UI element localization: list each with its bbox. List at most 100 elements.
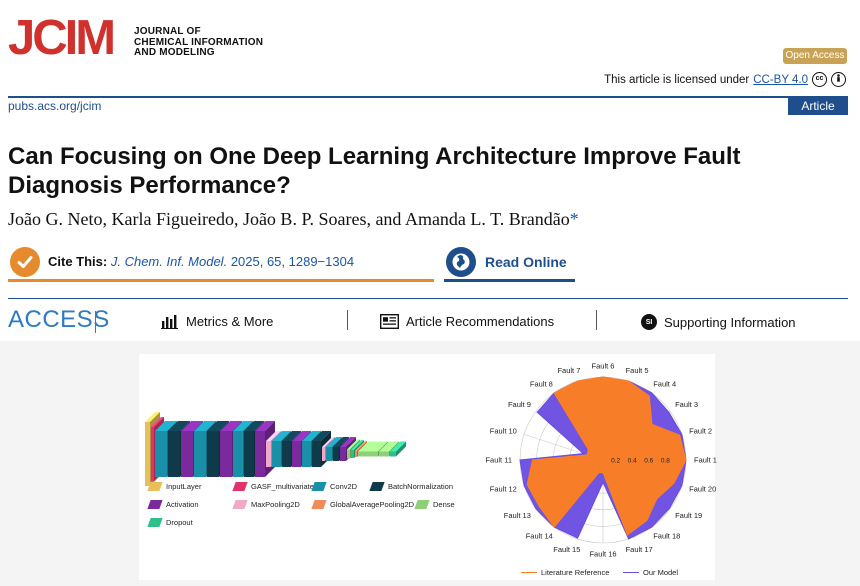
- cnn-legend-item: GlobalAveragePooling2D: [311, 500, 415, 509]
- metrics-label: Metrics & More: [186, 314, 274, 329]
- legend-label: GlobalAveragePooling2D: [330, 500, 415, 509]
- journal-name: JOURNAL OF CHEMICAL INFORMATION AND MODE…: [134, 26, 264, 59]
- access-separator: [596, 310, 597, 330]
- legend-swatch: [311, 500, 327, 509]
- radar-axis-label: Fault 6: [592, 362, 615, 371]
- authors-text[interactable]: João G. Neto, Karla Figueiredo, João B. …: [8, 209, 570, 229]
- legend-label: Conv2D: [330, 482, 358, 491]
- access-rule: [8, 298, 848, 299]
- attribution-icon: [831, 72, 846, 87]
- cite-journal[interactable]: J. Chem. Inf. Model.: [110, 254, 228, 269]
- legend-swatch: [147, 500, 163, 509]
- legend-swatch: [232, 500, 248, 509]
- legend-swatch: [369, 482, 385, 491]
- radar-tick-label: 0.8: [661, 458, 670, 465]
- radar-tick-label: 0.2: [611, 458, 620, 465]
- legend-label: MaxPooling2D: [251, 500, 300, 509]
- read-online-label: Read Online: [485, 253, 567, 270]
- bar-chart-icon: [161, 314, 178, 329]
- supporting-info-label: Supporting Information: [664, 314, 796, 330]
- radar-axis-label: Fault 3: [675, 400, 698, 409]
- radar-axis-label: Fault 20: [689, 485, 716, 494]
- recommendations-link[interactable]: Article Recommendations: [380, 314, 554, 329]
- open-access-badge: Open Access: [783, 48, 847, 64]
- legend-label: GASF_multivariate: [251, 482, 314, 491]
- radar-axis-label: Fault 2: [689, 426, 712, 435]
- radar-axis-label: Fault 9: [508, 400, 531, 409]
- legend-line-swatch: [521, 571, 537, 574]
- cnn-legend-item: Conv2D: [311, 482, 358, 491]
- article-type-tag: Article: [788, 97, 848, 115]
- checkmark-icon: [10, 246, 40, 277]
- cite-label: Cite This:: [48, 254, 108, 269]
- radar-axis-label: Fault 18: [653, 532, 680, 541]
- journal-name-line: CHEMICAL INFORMATION: [134, 36, 264, 48]
- radar-legend-item: Our Model: [623, 568, 678, 577]
- article-title: Can Focusing on One Deep Learning Archit…: [8, 143, 741, 199]
- radar-chart: 0.2 0.4 0.6 0.8 Fault 1 Fault 2 Fault 3 Fault 4…: [485, 362, 717, 559]
- legend-label: Dropout: [166, 518, 193, 527]
- corresponding-author-mark[interactable]: *: [569, 209, 579, 229]
- radar-axis-label: Fault 16: [589, 550, 616, 559]
- cnn-legend-item: GASF_multivariate: [232, 482, 314, 491]
- cc-icon: cc: [812, 72, 827, 87]
- radar-axis-label: Fault 7: [557, 366, 580, 375]
- layer-block-dropout: [390, 441, 406, 457]
- cnn-legend-item: Activation: [147, 500, 199, 509]
- radar-axis-label: Fault 5: [626, 366, 649, 375]
- legend-line-swatch: [623, 571, 639, 574]
- access-separator: [347, 310, 348, 330]
- legend-swatch: [414, 500, 430, 509]
- globe-icon: [446, 246, 476, 277]
- cnn-legend-item: InputLayer: [147, 482, 201, 491]
- journal-logo: JCIM: [8, 12, 116, 58]
- radar-legend-item: Literature Reference: [521, 568, 609, 577]
- citation-text: Cite This: J. Chem. Inf. Model. 2025, 65…: [48, 254, 354, 269]
- radar-axis-label: Fault 15: [553, 545, 580, 554]
- legend-label: Literature Reference: [541, 568, 610, 577]
- author-list: João G. Neto, Karla Figueiredo, João B. …: [8, 209, 579, 230]
- legend-label: BatchNormalization: [388, 482, 454, 491]
- cnn-legend-item: Dropout: [147, 518, 193, 527]
- radar-axis-label: Fault 1: [694, 456, 717, 465]
- radar-tick-label: 0.6: [644, 458, 653, 465]
- legend-swatch: [311, 482, 327, 491]
- read-online-button[interactable]: Read Online: [444, 244, 575, 282]
- radar-axis-label: Fault 8: [530, 379, 553, 388]
- access-divider: [95, 311, 96, 333]
- radar-axis-label: Fault 13: [504, 511, 531, 520]
- graphic-abstract: InputLayer GASF_multivariate Conv2D BatchNo…: [139, 354, 717, 580]
- radar-tick-label: 0.4: [628, 458, 637, 465]
- license-line: This article is licensed under CC-BY 4.0…: [604, 72, 846, 87]
- supporting-info-icon: SI: [641, 314, 657, 330]
- radar-series-area: [526, 376, 687, 536]
- cnn-legend-item: Dense: [414, 500, 455, 509]
- header-rule: [8, 96, 848, 98]
- legend-swatch: [147, 482, 163, 491]
- cnn-legend-item: MaxPooling2D: [232, 500, 300, 509]
- supporting-info-link[interactable]: SI Supporting Information: [641, 314, 796, 330]
- journal-url[interactable]: pubs.acs.org/jcim: [8, 99, 102, 113]
- radar-axis-label: Fault 14: [526, 532, 553, 541]
- license-prefix: This article is licensed under: [604, 73, 750, 86]
- cite-details[interactable]: 2025, 65, 1289−1304: [230, 254, 355, 269]
- radar-axis-label: Fault 19: [675, 511, 702, 520]
- radar-axis-label: Fault 10: [490, 426, 517, 435]
- radar-axis-label: Fault 17: [626, 545, 653, 554]
- cnn-legend-item: BatchNormalization: [369, 482, 454, 491]
- cite-this-box[interactable]: Cite This: J. Chem. Inf. Model. 2025, 65…: [8, 244, 434, 282]
- legend-swatch: [232, 482, 248, 491]
- radar-axis-label: Fault 11: [485, 456, 512, 465]
- license-link[interactable]: CC-BY 4.0: [753, 73, 808, 86]
- article-icon: [380, 314, 399, 329]
- legend-label: Dense: [433, 500, 455, 509]
- metrics-link[interactable]: Metrics & More: [161, 314, 273, 329]
- cnn-architecture-diagram: [145, 412, 406, 486]
- access-heading: ACCESS: [8, 306, 110, 333]
- legend-label: Our Model: [643, 568, 679, 577]
- radar-axis-label: Fault 12: [490, 485, 517, 494]
- radar-axis-label: Fault 4: [653, 379, 676, 388]
- journal-name-line: JOURNAL OF: [134, 26, 201, 37]
- logo-text: JCIM: [8, 12, 113, 58]
- legend-label: Activation: [166, 500, 199, 509]
